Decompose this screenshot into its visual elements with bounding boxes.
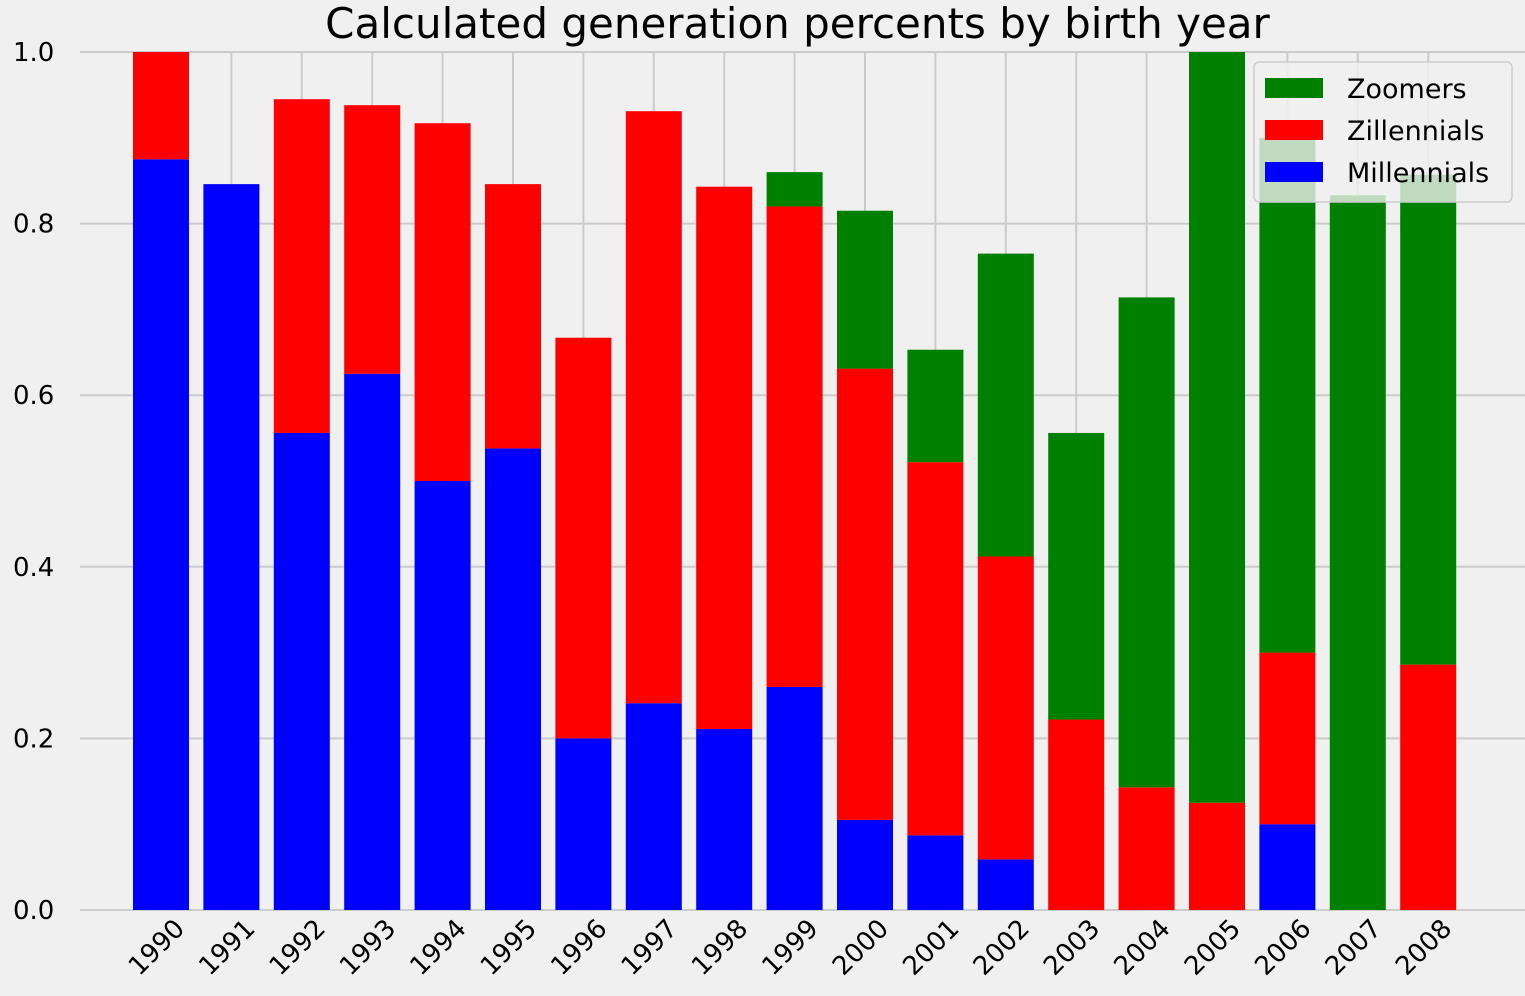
legend-swatch-millennials: [1265, 162, 1323, 182]
bar-millennials-1996: [555, 738, 612, 910]
bar-millennials-1990: [133, 159, 189, 910]
y-tick-label: 0.8: [13, 210, 54, 240]
bars: [133, 52, 1457, 910]
legend-label-zillennials: Zillennials: [1347, 116, 1484, 147]
bar-millennials-1997: [625, 703, 682, 910]
bar-zillennials-1994: [414, 123, 471, 482]
x-tick-label: 1990: [123, 914, 191, 982]
x-tick-label: 1996: [545, 914, 613, 982]
bar-zoomers-2004: [1118, 297, 1175, 788]
bar-zillennials-2006: [1259, 652, 1316, 825]
bar-zillennials-2003: [1048, 719, 1105, 910]
bar-millennials-1995: [485, 448, 541, 910]
y-tick-label: 0.2: [13, 724, 54, 754]
y-tick-label: 0.6: [13, 381, 54, 411]
bar-zillennials-2004: [1118, 787, 1175, 910]
chart-title: Calculated generation percents by birth …: [325, 0, 1270, 48]
x-tick-label: 1998: [686, 914, 754, 982]
legend-swatch-zoomers: [1265, 78, 1323, 98]
bar-millennials-2006: [1259, 824, 1316, 910]
x-tick-label: 1991: [193, 914, 261, 982]
bar-zillennials-2001: [907, 462, 964, 836]
y-tick-label: 0.0: [13, 896, 54, 926]
bar-millennials-2001: [907, 835, 964, 910]
x-tick-label: 1992: [264, 914, 332, 982]
bar-millennials-1991: [203, 184, 260, 910]
bar-zoomers-2003: [1048, 432, 1105, 720]
x-tick-label: 1997: [616, 914, 684, 982]
bar-millennials-1999: [766, 686, 823, 910]
legend-label-millennials: Millennials: [1347, 158, 1489, 189]
bar-zillennials-1990: [133, 52, 189, 160]
x-tick-label: 2006: [1249, 914, 1317, 982]
legend-swatch-zillennials: [1265, 120, 1323, 140]
bar-zoomers-2007: [1329, 195, 1386, 910]
legend-label-zoomers: Zoomers: [1347, 74, 1467, 105]
y-tick-label: 0.4: [13, 553, 54, 583]
x-tick-label: 1993: [334, 914, 402, 982]
bar-zoomers-2008: [1400, 174, 1457, 665]
x-tick-label: 2002: [968, 914, 1036, 982]
bar-zillennials-1998: [696, 186, 753, 729]
bar-zoomers-2001: [907, 349, 964, 463]
bar-zillennials-1997: [625, 111, 682, 704]
x-tick-label: 2008: [1390, 914, 1458, 982]
bar-millennials-2002: [977, 859, 1034, 910]
y-axis-ticks: 0.0 0.2 0.4 0.6 0.8 1.0: [13, 38, 54, 926]
bar-millennials-1994: [414, 481, 471, 910]
bar-zillennials-1995: [485, 184, 541, 449]
bar-zillennials-2008: [1400, 664, 1457, 910]
x-tick-label: 2005: [1179, 914, 1247, 982]
legend: Zoomers Zillennials Millennials: [1253, 61, 1513, 203]
bar-millennials-1993: [344, 373, 401, 910]
x-tick-label: 2003: [1038, 914, 1106, 982]
bar-zillennials-1999: [766, 206, 823, 687]
bar-millennials-1992: [273, 432, 330, 910]
x-tick-label: 2001: [897, 914, 965, 982]
bar-zillennials-2002: [977, 556, 1034, 860]
bar-zoomers-2000: [837, 210, 893, 369]
bar-zoomers-2006: [1259, 137, 1316, 653]
x-tick-label: 2004: [1109, 914, 1177, 982]
bar-zillennials-1992: [273, 99, 330, 433]
y-tick-label: 1.0: [13, 38, 54, 68]
x-tick-label: 2000: [827, 914, 895, 982]
bar-zillennials-2000: [837, 368, 893, 820]
bar-zillennials-2005: [1189, 802, 1245, 910]
x-axis-ticks: 1990 1991 1992 1993 1994 1995 1996 1997 1998 1999…: [123, 914, 1458, 982]
bar-zillennials-1993: [344, 105, 401, 374]
x-tick-label: 1994: [405, 914, 473, 982]
x-tick-label: 1999: [757, 914, 825, 982]
bar-millennials-2000: [837, 819, 893, 910]
bar-zoomers-1999: [766, 172, 823, 207]
bar-zillennials-1996: [555, 337, 612, 739]
bar-zoomers-2002: [977, 253, 1034, 557]
bar-zoomers-2005: [1189, 52, 1245, 803]
x-tick-label: 2007: [1320, 914, 1388, 982]
x-tick-label: 1995: [475, 914, 543, 982]
bar-millennials-1998: [696, 728, 753, 910]
